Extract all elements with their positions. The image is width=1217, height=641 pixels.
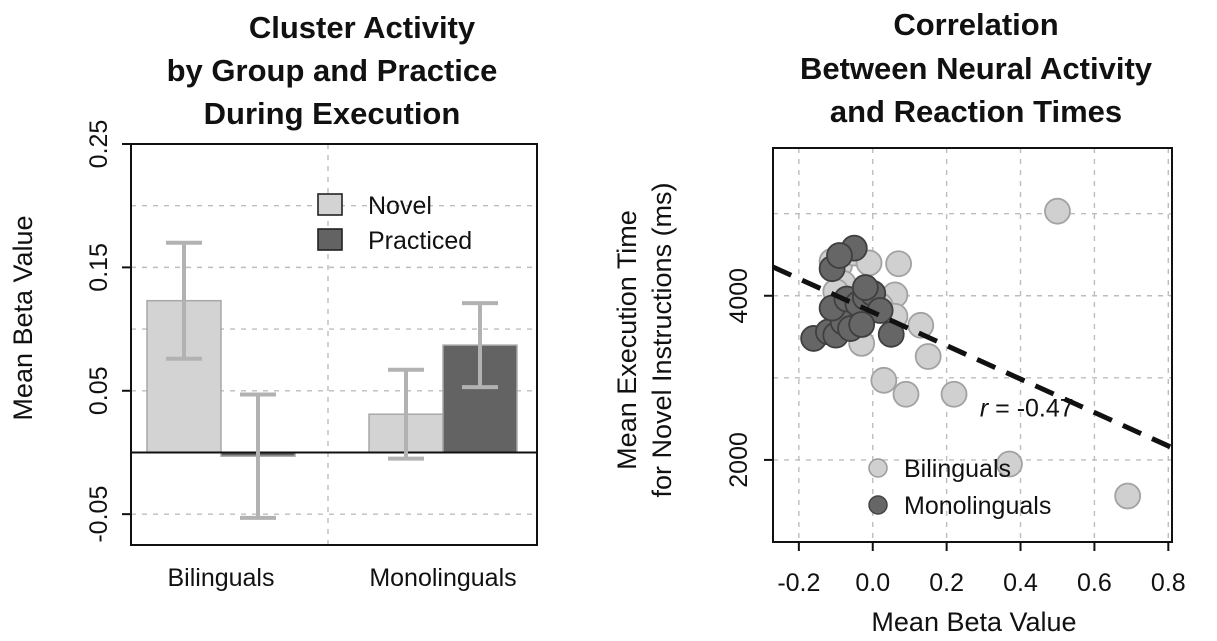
error-bar-bilinguals-practiced [240,392,276,520]
point-bilinguals-5 [885,250,913,278]
point-bilinguals-21 [1114,482,1142,510]
correlation-annotation: r = -0.47 [980,394,1074,422]
scatter-chart-legend: Bilinguals Monolinguals [868,455,1051,520]
legend-swatch-practiced [317,228,343,251]
bar-chart-category-labels: Bilinguals Monolinguals [167,564,516,592]
scatter-x-tick-label-5: 0.8 [1151,569,1186,597]
bar-chart-title-line-3: During Execution [204,96,461,131]
legend-swatch-novel [317,193,343,216]
scatter-chart-fit-line [771,264,1174,450]
scatter-y-tick-label-0: 2000 [725,432,753,488]
legend-label-practiced: Practiced [368,227,472,255]
legend-marker-monolinguals [868,495,888,515]
scatter-x-tick-label-0: -0.2 [777,569,820,597]
bar-chart-plot-frame [130,143,538,546]
point-bilinguals-20 [996,450,1023,478]
scatter-chart-y-axis-label-line-1: Mean Execution Time [612,210,642,470]
bar-y-tick-label-0: -0.05 [85,486,113,543]
scatter-x-tick-label-3: 0.4 [1003,569,1038,597]
bar-y-tick-label-1: 0.05 [85,366,113,415]
error-bar-bilinguals-novel [166,240,202,361]
point-monolinguals-14 [826,242,853,269]
error-bar-monolinguals-novel [388,367,424,461]
scatter-x-tick-label-4: 0.6 [1077,569,1112,597]
bar-category-label-monolinguals: Monolinguals [369,564,516,592]
point-bilinguals-11 [870,366,898,394]
scatter-chart-plot-frame [772,147,1173,543]
bar-chart-legend: Novel Practiced [317,192,472,255]
point-bilinguals-10 [914,343,942,370]
bar-chart-y-ticks: -0.05 0.05 0.15 0.25 [85,120,131,543]
scatter-chart-title-line-1: Correlation [893,7,1058,42]
point-bilinguals-0 [1044,197,1071,225]
correlation-value: = -0.47 [988,394,1073,422]
point-bilinguals-13 [940,380,968,408]
legend-label-monolinguals: Monolinguals [904,492,1051,520]
scatter-chart-title-line-3: and Reaction Times [830,94,1122,129]
legend-marker-bilinguals [868,458,888,478]
bar-chart-y-axis-label: Mean Beta Value [8,215,38,420]
scatter-y-tick-label-1: 4000 [725,268,753,324]
scatter-chart: Correlation Between Neural Activity and … [612,7,1186,637]
scatter-x-tick-label-1: 0.0 [855,569,890,597]
bar-chart: Cluster Activity by Group and Practice D… [8,10,538,592]
point-bilinguals-9 [907,311,935,339]
point-monolinguals-16 [848,311,876,338]
bar-y-tick-label-3: 0.25 [85,120,113,169]
scatter-chart-y-axis-label-line-2: for Novel Instructions (ms) [647,182,677,497]
scatter-chart-x-ticks: -0.2 0.0 0.2 0.4 0.6 0.8 [777,542,1186,597]
scatter-chart-y-ticks: 2000 4000 [725,268,773,488]
scatter-x-tick-label-2: 0.2 [929,569,964,597]
legend-label-bilinguals: Bilinguals [904,455,1011,483]
scatter-chart-title-line-2: Between Neural Activity [800,51,1153,86]
bar-chart-bars [146,299,518,457]
bar-y-tick-label-2: 0.15 [85,243,113,292]
error-bar-monolinguals-practiced [462,301,498,390]
scatter-chart-x-axis-label: Mean Beta Value [871,607,1076,637]
bar-category-label-bilinguals: Bilinguals [167,564,274,592]
bar-chart-title-line-2: by Group and Practice [167,53,498,88]
correlation-r-symbol: r [980,394,990,422]
legend-label-novel: Novel [368,192,432,220]
bar-chart-error-bars [166,240,498,520]
point-monolinguals-15 [851,274,879,301]
bar-chart-title-line-1: Cluster Activity [249,10,476,45]
point-bilinguals-12 [892,380,920,408]
